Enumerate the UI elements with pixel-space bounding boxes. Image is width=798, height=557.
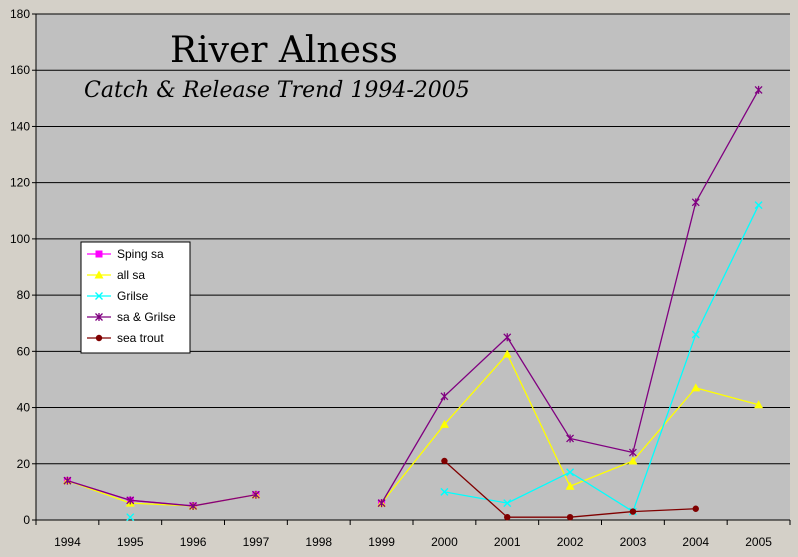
data-point-marker bbox=[754, 201, 763, 210]
chart-subtitle: Catch & Release Trend 1994-2005 bbox=[84, 78, 470, 103]
series-group bbox=[62, 85, 764, 522]
legend-item: sea trout bbox=[87, 331, 164, 345]
data-point-marker bbox=[566, 434, 575, 443]
data-point-marker bbox=[95, 334, 103, 342]
y-tick-label: 0 bbox=[23, 513, 30, 527]
legend-item: all sa bbox=[87, 268, 145, 282]
data-point-marker bbox=[754, 85, 763, 94]
legend-box bbox=[80, 241, 191, 354]
data-point-marker bbox=[126, 513, 135, 522]
data-point-marker bbox=[691, 383, 701, 392]
legend-label: all sa bbox=[117, 268, 145, 282]
x-tick-label: 1995 bbox=[117, 535, 144, 549]
x-tick-label: 2002 bbox=[557, 535, 584, 549]
data-point-marker bbox=[628, 456, 638, 465]
y-tick-label: 80 bbox=[17, 288, 31, 302]
x-tick-label: 2004 bbox=[682, 535, 709, 549]
x-tick-label: 1994 bbox=[54, 535, 81, 549]
y-tick-label: 60 bbox=[17, 344, 31, 358]
series-line bbox=[444, 204, 760, 513]
legend-item: Grilse bbox=[87, 289, 149, 303]
legend-label: sa & Grilse bbox=[117, 310, 176, 324]
y-tick-label: 40 bbox=[17, 401, 31, 415]
x-tick-label: 1997 bbox=[243, 535, 270, 549]
series-sa-grilse bbox=[63, 85, 763, 510]
data-point-marker bbox=[440, 392, 449, 401]
x-tick-label: 2001 bbox=[494, 535, 521, 549]
data-point-marker bbox=[691, 330, 700, 339]
data-point-marker bbox=[628, 448, 637, 457]
data-point-marker bbox=[692, 505, 699, 512]
data-point-marker bbox=[251, 490, 260, 499]
data-point-marker bbox=[377, 499, 386, 508]
data-point-marker bbox=[566, 513, 574, 521]
x-tick-label: 1996 bbox=[180, 535, 207, 549]
data-point-marker bbox=[565, 481, 575, 490]
y-axis: 0 20 40 60 80 100 120 140 160 180 bbox=[10, 7, 37, 527]
data-point-marker bbox=[126, 496, 135, 505]
legend-item: sa & Grilse bbox=[87, 310, 176, 324]
data-point-marker bbox=[502, 349, 512, 358]
y-tick-label: 100 bbox=[10, 232, 30, 246]
gridlines bbox=[36, 13, 790, 465]
y-tick-label: 180 bbox=[10, 7, 30, 21]
y-tick-label: 120 bbox=[10, 176, 30, 190]
series-line bbox=[67, 480, 257, 507]
x-tick-label: 2003 bbox=[620, 535, 647, 549]
x-axis: 1994 1995 1996 1997 1998 1999 2000 2001 2002 2003… bbox=[35, 519, 791, 549]
data-point-marker bbox=[503, 333, 512, 342]
y-tick-label: 20 bbox=[17, 457, 31, 471]
data-point-marker bbox=[189, 501, 198, 510]
data-point-marker bbox=[566, 468, 575, 477]
data-point-marker bbox=[95, 292, 103, 300]
data-point-marker bbox=[95, 313, 103, 321]
data-point-marker bbox=[439, 419, 449, 428]
x-tick-label: 1998 bbox=[305, 535, 332, 549]
data-point-marker bbox=[440, 487, 449, 496]
legend-item: Sping sa bbox=[87, 247, 164, 261]
data-point-marker bbox=[629, 508, 637, 515]
data-point-marker bbox=[691, 198, 700, 207]
legend-label: Grilse bbox=[117, 289, 149, 303]
data-point-marker bbox=[754, 400, 764, 409]
x-tick-label: 2005 bbox=[745, 535, 772, 549]
data-point-marker bbox=[441, 457, 448, 465]
data-point-marker bbox=[95, 250, 103, 258]
data-point-marker bbox=[94, 270, 104, 279]
data-point-marker bbox=[503, 499, 512, 508]
legend-label: Sping sa bbox=[117, 247, 164, 261]
y-tick-label: 140 bbox=[10, 119, 30, 133]
x-tick-label: 1999 bbox=[368, 535, 395, 549]
data-point-marker bbox=[63, 476, 72, 485]
series-sea-trout bbox=[441, 457, 699, 521]
chart-title: River Alness bbox=[170, 30, 398, 71]
x-tick-label: 2000 bbox=[431, 535, 458, 549]
data-point-marker bbox=[504, 513, 511, 521]
legend-label: sea trout bbox=[117, 331, 164, 345]
y-tick-label: 160 bbox=[10, 63, 30, 77]
legend: Sping sa all sa Grilse sa & Grilse sea trout bbox=[80, 241, 191, 354]
